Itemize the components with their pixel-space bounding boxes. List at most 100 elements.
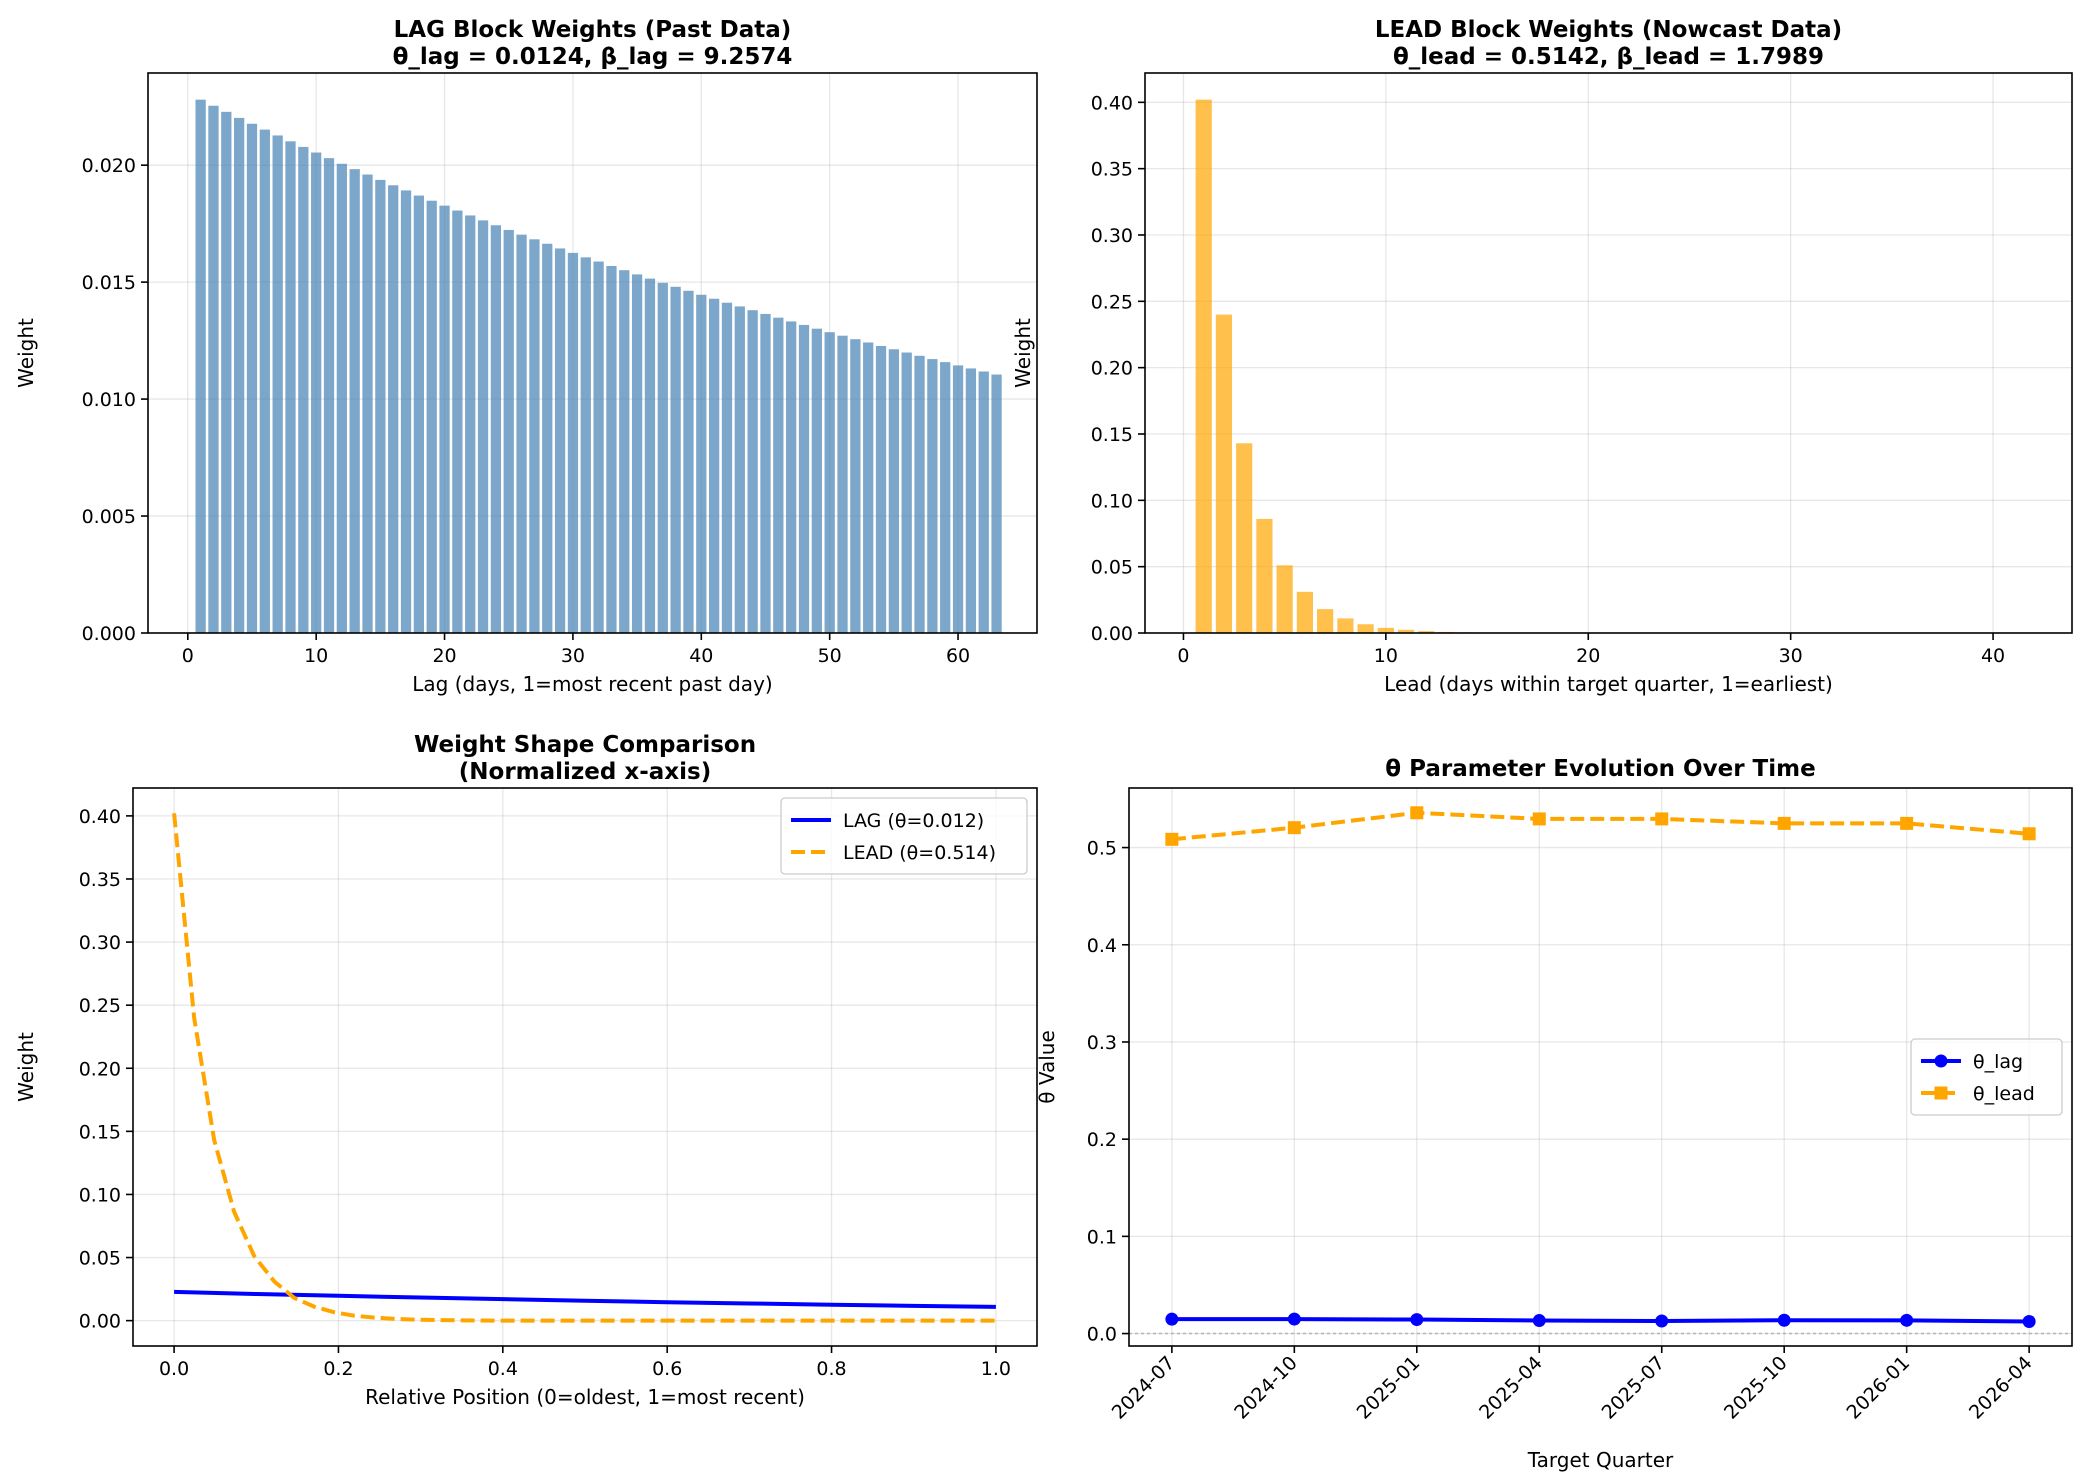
bar (336, 163, 347, 633)
legend-label: θ_lag (1973, 1051, 2023, 1073)
legend-marker (1934, 1054, 1948, 1068)
y-tick-label: 0.15 (79, 1121, 121, 1143)
y-tick-label: 0.25 (79, 995, 121, 1017)
y-tick-label: 0.4 (1087, 935, 1117, 957)
legend-box (1910, 1038, 2063, 1116)
bar (529, 239, 540, 633)
bar (773, 317, 784, 633)
bar (593, 261, 604, 633)
bar (465, 215, 476, 633)
bar (439, 205, 450, 633)
bar (606, 265, 617, 633)
y-tick-label: 0.25 (1091, 291, 1133, 313)
bar (798, 324, 810, 633)
weight-shape-panel: 0.0 0.2 0.4 0.6 0.8 1.0 0.00 0.05 0.10 0.15 0.20 0.… (14, 732, 1038, 1409)
y-tick-label: 0.10 (79, 1184, 121, 1206)
data-point (1410, 1313, 1424, 1327)
bar (426, 200, 437, 633)
bar (1317, 609, 1334, 633)
x-tick-label: 10 (1374, 645, 1398, 667)
bar (208, 105, 219, 633)
x-tick-label: 0.6 (652, 1358, 682, 1380)
bar (1377, 627, 1394, 633)
bar (631, 274, 643, 633)
series-line (1171, 1317, 2030, 1324)
plot-data (172, 813, 996, 1323)
y-tick-label: 0.05 (1091, 557, 1133, 579)
y-tick-label: 0.5 (1087, 838, 1117, 860)
y-tick-label: 0.00 (79, 1311, 121, 1333)
bar (375, 179, 386, 633)
bar (413, 195, 425, 633)
y-tick-label: 0.00 (1091, 623, 1133, 645)
bar (837, 335, 848, 633)
data-point (1532, 812, 1546, 826)
bar (1195, 99, 1212, 633)
bar (1398, 629, 1415, 633)
data-point (1165, 1312, 1179, 1326)
bar (567, 252, 579, 633)
x-tick-label: 0.0 (159, 1358, 189, 1380)
axes-frame (147, 72, 1038, 634)
data-point (1165, 832, 1179, 846)
y-tick-label: 0.35 (1091, 159, 1133, 181)
y-tick-label: 0.005 (82, 506, 136, 528)
bar (362, 174, 373, 633)
bar (298, 146, 309, 633)
bar (195, 99, 206, 633)
bar (670, 286, 681, 633)
y-tick-label: 0.20 (1091, 358, 1133, 380)
bar (696, 294, 707, 633)
bar (811, 328, 822, 633)
y-tick-label: 0.30 (79, 932, 121, 954)
x-axis-label: Target Quarter (1527, 1448, 1674, 1472)
bar (400, 190, 412, 633)
y-tick-label: 0.010 (82, 389, 136, 411)
bar (503, 229, 514, 633)
bar (234, 117, 245, 633)
legend-label: LEAD (θ=0.514) (843, 842, 996, 864)
x-axis-label: Lag (days, 1=most recent past day) (412, 672, 772, 696)
bar (1418, 631, 1435, 633)
chart-subtitle: θ_lead = 0.5142, β_lead = 1.7989 (1393, 44, 1824, 70)
x-tick-label: 2025-04 (1475, 1352, 1547, 1424)
y-tick-label: 0.40 (79, 806, 121, 828)
y-axis-label: θ Value (1035, 1030, 1059, 1104)
lag-weights-panel: 0 10 20 30 40 50 60 0.000 0.005 0.010 0.015 0.020 LA… (14, 17, 1038, 696)
legend: LAG (θ=0.012) LEAD (θ=0.514) (780, 797, 1028, 875)
bar (850, 339, 861, 633)
series-line (1171, 810, 2030, 842)
y-axis-label: Weight (14, 318, 38, 388)
plot-data (195, 99, 1002, 633)
x-tick-label: 0.2 (323, 1358, 353, 1380)
bar (786, 321, 797, 633)
data-point (1777, 816, 1791, 830)
y-tick-label: 0.020 (82, 155, 136, 177)
bar (490, 225, 502, 633)
bar (927, 359, 938, 633)
data-point (1287, 1312, 1301, 1326)
y-tick-label: 0.30 (1091, 225, 1133, 247)
x-tick-label: 40 (689, 645, 713, 667)
bar (619, 270, 630, 633)
bar (875, 345, 887, 633)
y-tick-label: 0.35 (79, 869, 121, 891)
chart-title: θ Parameter Evolution Over Time (1385, 756, 1815, 782)
chart-title: LEAD Block Weights (Nowcast Data) (1375, 17, 1842, 43)
data-point (1655, 812, 1669, 826)
bar (747, 310, 758, 633)
bar (323, 158, 335, 633)
bar (516, 234, 527, 633)
y-axis-label: Weight (1011, 318, 1035, 388)
data-point (1287, 821, 1301, 835)
bar (709, 298, 720, 633)
bar (888, 349, 899, 633)
y-axis-label: Weight (14, 1032, 38, 1102)
bar (1236, 443, 1253, 633)
chart-subtitle: θ_lag = 0.0124, β_lag = 9.2574 (393, 44, 793, 70)
legend-label: LAG (θ=0.012) (843, 810, 984, 832)
legend-label: θ_lead (1973, 1083, 2035, 1105)
bar (901, 352, 912, 633)
x-axis-label: Lead (days within target quarter, 1=earl… (1384, 672, 1833, 696)
y-tick-label: 0.015 (82, 272, 136, 294)
